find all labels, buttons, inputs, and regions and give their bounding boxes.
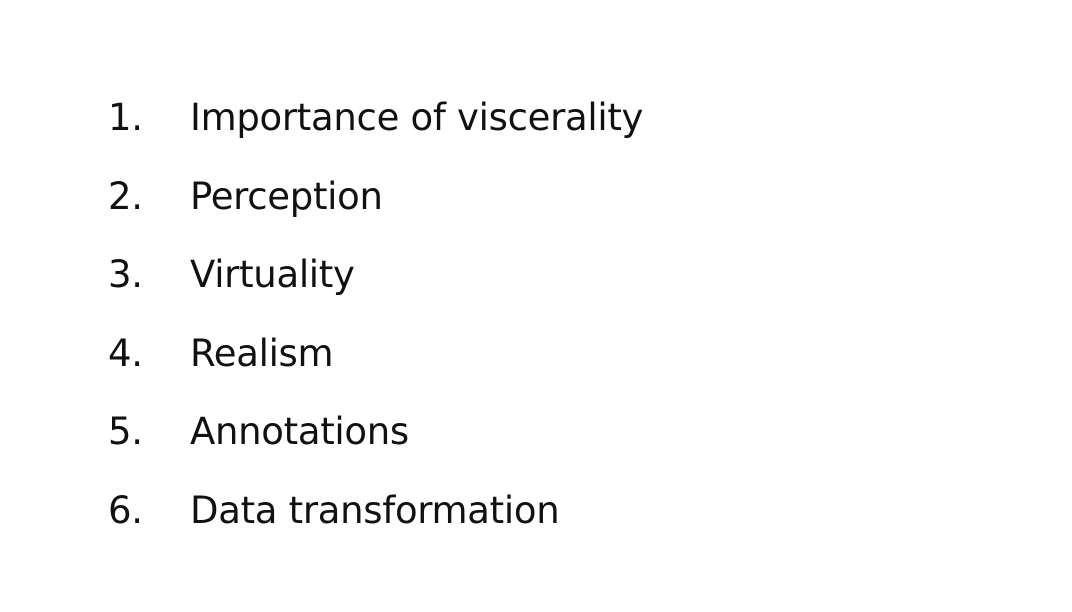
- list-item-text: Perception: [190, 174, 383, 218]
- list-item-number: 5.: [108, 410, 143, 454]
- list-item: 6. Data transformation: [108, 485, 643, 564]
- list-item-text: Virtuality: [190, 253, 355, 297]
- list-item-text: Importance of viscerality: [190, 96, 644, 139]
- agenda-list: 1. Importance of viscerality 2. Percepti…: [108, 92, 643, 564]
- list-item: 2. Perception: [108, 171, 643, 250]
- list-item-text: Data transformation: [190, 488, 560, 532]
- list-item-number: 6.: [108, 488, 143, 532]
- list-item: 3. Virtuality: [108, 249, 643, 328]
- list-item: 4. Realism: [108, 328, 643, 407]
- list-item: 5. Annotations: [108, 406, 643, 485]
- list-item: 1. Importance of viscerality: [108, 92, 643, 171]
- list-item-text: Realism: [190, 331, 334, 375]
- list-item-number: 2.: [108, 174, 143, 218]
- list-item-number: 3.: [108, 253, 143, 297]
- list-item-text: Annotations: [190, 410, 409, 454]
- list-item-number: 1.: [108, 96, 143, 139]
- list-item-number: 4.: [108, 331, 143, 375]
